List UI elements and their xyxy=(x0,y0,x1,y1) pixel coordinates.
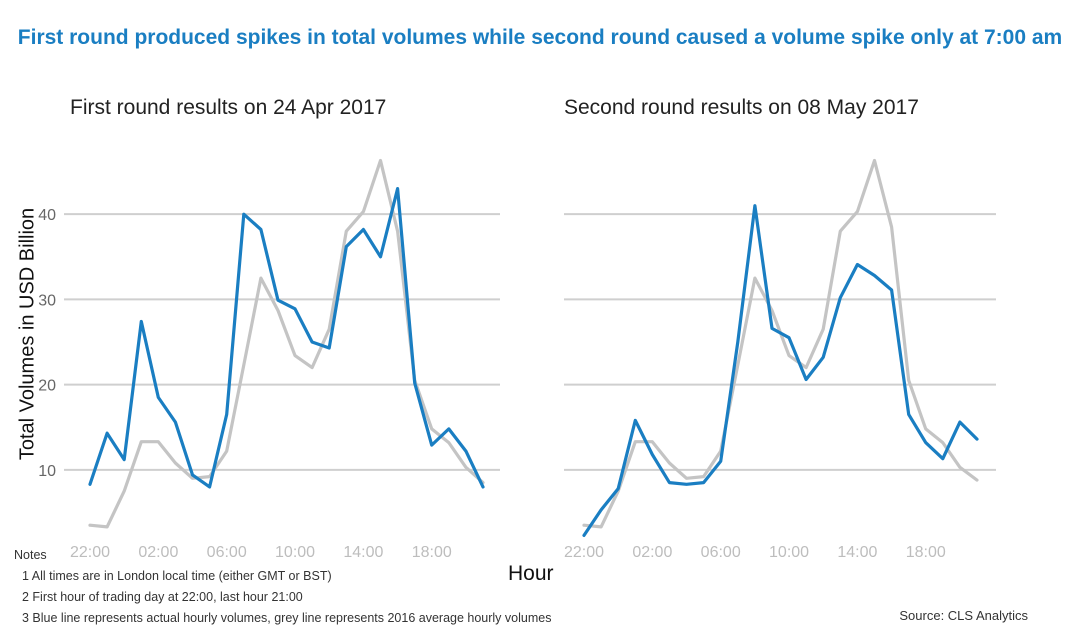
x-axis-label: Hour xyxy=(508,562,554,585)
notes-heading: Notes xyxy=(14,548,47,562)
note-line-3: 3 Blue line represents actual hourly vol… xyxy=(22,611,552,625)
x-tick-label-first-round: 02:00 xyxy=(138,544,178,561)
average-volume-line-first-round xyxy=(88,158,485,529)
note-line-2: 2 First hour of trading day at 22:00, la… xyxy=(22,590,303,604)
actual-volume-line-first-round xyxy=(88,187,485,489)
average-volume-line-second-round xyxy=(582,158,979,529)
y-tick-label: 20 xyxy=(38,378,56,395)
notes: Notes 1 All times are in London local ti… xyxy=(14,545,551,629)
x-tick-label-first-round: 18:00 xyxy=(412,544,452,561)
x-tick-label-second-round: 18:00 xyxy=(906,544,946,561)
x-tick-label-first-round: 06:00 xyxy=(207,544,247,561)
note-line-1: 1 All times are in London local time (ei… xyxy=(22,569,332,583)
panel-title-first-round: First round results on 24 Apr 2017 xyxy=(70,96,387,119)
x-tick-label-second-round: 22:00 xyxy=(564,544,604,561)
x-tick-label-second-round: 10:00 xyxy=(769,544,809,561)
x-tick-label-second-round: 14:00 xyxy=(837,544,877,561)
source-note: Source: CLS Analytics xyxy=(899,608,1028,623)
y-tick-label: 40 xyxy=(38,207,56,224)
panel-title-second-round: Second round results on 08 May 2017 xyxy=(564,96,919,119)
y-tick-label: 10 xyxy=(38,463,56,480)
x-tick-label-first-round: 10:00 xyxy=(275,544,315,561)
x-tick-label-first-round: 14:00 xyxy=(343,544,383,561)
x-tick-label-second-round: 02:00 xyxy=(632,544,672,561)
actual-volume-line-second-round xyxy=(582,204,979,538)
y-tick-label: 30 xyxy=(38,292,56,309)
chart-title: First round produced spikes in total vol… xyxy=(17,26,1063,49)
x-tick-label-second-round: 06:00 xyxy=(701,544,741,561)
y-axis-label: Total Volumes in USD Billion xyxy=(16,207,39,461)
x-tick-label-first-round: 22:00 xyxy=(70,544,110,561)
